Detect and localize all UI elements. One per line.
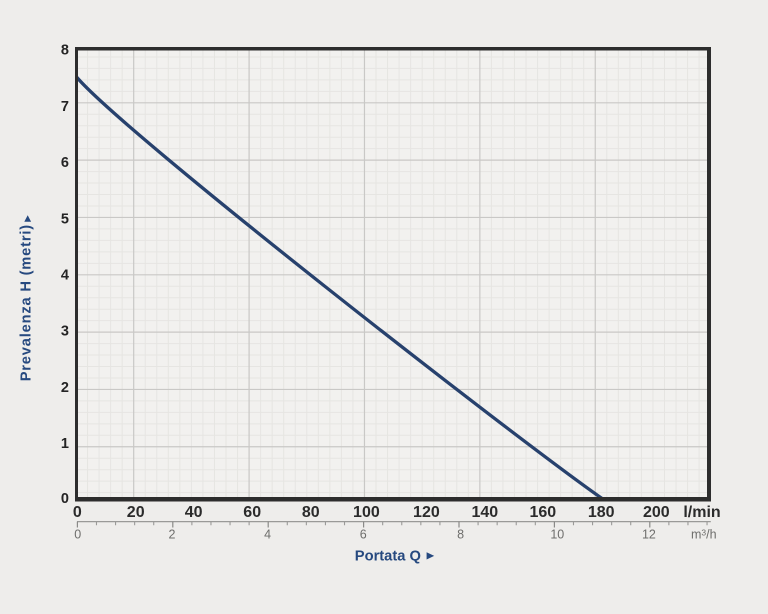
svg-text:10: 10	[550, 528, 564, 542]
svg-text:120: 120	[413, 504, 440, 521]
svg-text:2: 2	[61, 380, 69, 396]
svg-text:8: 8	[61, 43, 69, 59]
svg-text:6: 6	[61, 155, 69, 171]
svg-text:0: 0	[74, 528, 81, 542]
svg-text:1: 1	[61, 436, 69, 452]
svg-text:80: 80	[302, 504, 320, 521]
svg-text:12: 12	[642, 528, 656, 542]
svg-text:7: 7	[61, 99, 69, 115]
svg-text:20: 20	[127, 504, 145, 521]
svg-text:l/min: l/min	[683, 504, 720, 521]
svg-text:60: 60	[243, 504, 261, 521]
svg-text:2: 2	[169, 528, 176, 542]
svg-text:200: 200	[643, 504, 670, 521]
svg-text:0: 0	[73, 504, 82, 521]
svg-text:8: 8	[457, 528, 464, 542]
svg-text:m3/h: m3/h	[691, 527, 717, 542]
svg-text:40: 40	[185, 504, 203, 521]
svg-text:5: 5	[61, 211, 69, 227]
svg-text:160: 160	[529, 504, 556, 521]
svg-text:180: 180	[588, 504, 615, 521]
svg-text:4: 4	[264, 528, 271, 542]
svg-text:0: 0	[61, 491, 69, 507]
svg-text:Portata Q: Portata Q	[355, 548, 421, 564]
svg-text:100: 100	[353, 504, 380, 521]
svg-text:140: 140	[471, 504, 498, 521]
svg-text:4: 4	[61, 268, 69, 284]
svg-text:3: 3	[61, 324, 69, 340]
svg-text:6: 6	[360, 528, 367, 542]
svg-text:Prevalenza H (metri): Prevalenza H (metri)	[19, 224, 35, 381]
